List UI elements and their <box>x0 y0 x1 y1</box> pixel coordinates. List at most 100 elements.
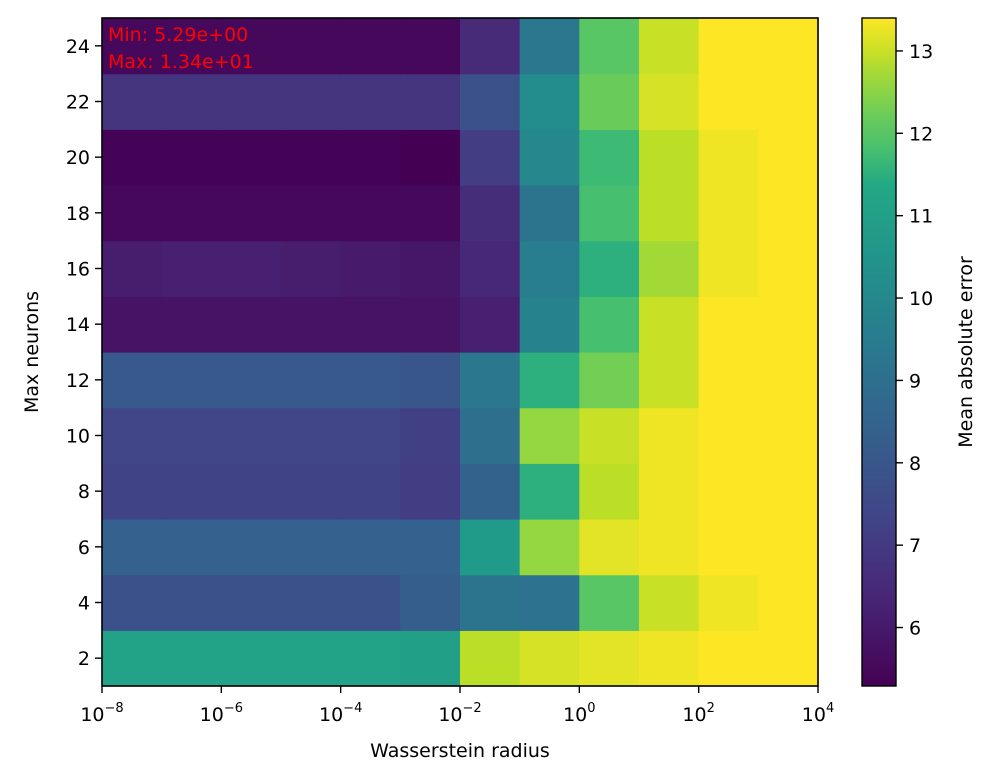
colorbar-ticks: 6 7 8 9 10 11 12 13 <box>896 41 933 640</box>
heatmap-cell <box>698 574 759 631</box>
heatmap-cell <box>460 185 521 242</box>
heatmap-cell <box>698 519 759 576</box>
heatmap-cell <box>519 129 580 186</box>
heatmap-cell <box>519 18 580 75</box>
heatmap-cell <box>519 296 580 353</box>
heatmap-cell <box>639 240 700 297</box>
y-tick-label: 22 <box>66 92 90 114</box>
heatmap-cell <box>758 129 819 186</box>
x-tick-label: 10−8 <box>80 701 123 726</box>
heatmap-cell <box>579 73 640 130</box>
heatmap-cell <box>460 519 521 576</box>
heatmap-cell <box>639 463 700 520</box>
colorbar-tick-label: 10 <box>909 288 933 310</box>
heatmap-cell <box>161 129 222 186</box>
heatmap-cell <box>221 352 282 409</box>
heatmap-cell <box>281 129 342 186</box>
heatmap-cell <box>698 463 759 520</box>
heatmap-cell <box>340 129 401 186</box>
heatmap-cell <box>460 73 521 130</box>
colorbar-tick-label: 6 <box>909 618 921 640</box>
heatmap-cell <box>102 185 163 242</box>
heatmap-cell <box>281 18 342 75</box>
heatmap-cell <box>221 240 282 297</box>
y-tick-label: 6 <box>78 537 90 559</box>
heatmap-cell <box>281 463 342 520</box>
heatmap-cell <box>579 407 640 464</box>
heatmap-cell <box>340 519 401 576</box>
colorbar-tick-label: 9 <box>909 370 921 392</box>
heatmap-cell <box>579 630 640 687</box>
heatmap-cell <box>758 296 819 353</box>
heatmap-cell <box>460 574 521 631</box>
x-axis-label: Wasserstein radius <box>370 740 550 762</box>
heatmap-cell <box>281 519 342 576</box>
heatmap-cell <box>519 630 580 687</box>
heatmap-cell <box>698 240 759 297</box>
heatmap-cell <box>340 463 401 520</box>
heatmap-cell <box>340 296 401 353</box>
x-tick-label: 100 <box>563 701 595 726</box>
heatmap-cell <box>102 240 163 297</box>
heatmap-cell <box>281 352 342 409</box>
heatmap-cell <box>698 352 759 409</box>
y-tick-label: 10 <box>66 426 90 448</box>
colorbar-label: Mean absolute error <box>955 256 977 448</box>
heatmap-cell <box>758 18 819 75</box>
y-tick-label: 14 <box>66 314 90 336</box>
heatmap-cell <box>579 240 640 297</box>
heatmap-cell <box>281 73 342 130</box>
colorbar <box>861 17 897 687</box>
heatmap-cell <box>221 18 282 75</box>
x-tick-label: 10−4 <box>319 701 362 726</box>
heatmap-cell <box>400 407 461 464</box>
x-tick-label: 10−2 <box>438 701 481 726</box>
heatmap-cell <box>460 463 521 520</box>
heatmap-cell <box>519 463 580 520</box>
heatmap-cell <box>758 185 819 242</box>
heatmap-cell <box>579 352 640 409</box>
heatmap-cell <box>639 352 700 409</box>
colorbar-tick-label: 13 <box>909 41 933 63</box>
heatmap-cell <box>639 185 700 242</box>
heatmap-cell <box>340 574 401 631</box>
heatmap-cell <box>758 630 819 687</box>
heatmap-cell <box>221 129 282 186</box>
heatmap-cell <box>340 240 401 297</box>
heatmap-cell <box>102 129 163 186</box>
heatmap-cell <box>758 407 819 464</box>
y-tick-label: 12 <box>66 370 90 392</box>
min-annotation: Min: 5.29e+00 <box>108 24 248 46</box>
heatmap-cell <box>639 574 700 631</box>
heatmap-cell <box>221 407 282 464</box>
heatmap-cell <box>340 352 401 409</box>
heatmap-cell <box>102 296 163 353</box>
heatmap-cell <box>639 630 700 687</box>
heatmap-cell <box>281 240 342 297</box>
heatmap-cell <box>758 574 819 631</box>
heatmap-cell <box>639 129 700 186</box>
heatmap-cell <box>639 407 700 464</box>
heatmap-cell <box>102 574 163 631</box>
heatmap-cell <box>579 185 640 242</box>
heatmap-cell <box>400 73 461 130</box>
heatmap-cell <box>400 519 461 576</box>
heatmap-cell <box>400 18 461 75</box>
y-tick-label: 2 <box>78 648 90 670</box>
y-axis-label: Max neurons <box>21 291 43 413</box>
heatmap-cell <box>102 407 163 464</box>
heatmap-cell <box>161 240 222 297</box>
heatmap-cell <box>161 18 222 75</box>
heatmap-cell <box>221 574 282 631</box>
heatmap-cell <box>221 519 282 576</box>
colorbar-tick-label: 11 <box>909 206 933 228</box>
heatmap-cell <box>102 18 163 75</box>
heatmap-cell <box>519 73 580 130</box>
heatmap-cell <box>340 18 401 75</box>
heatmap-cell <box>758 352 819 409</box>
heatmap-cell <box>161 519 222 576</box>
heatmap-cell <box>221 296 282 353</box>
heatmap-cell <box>221 185 282 242</box>
heatmap-cell <box>698 185 759 242</box>
heatmap-cell <box>161 574 222 631</box>
